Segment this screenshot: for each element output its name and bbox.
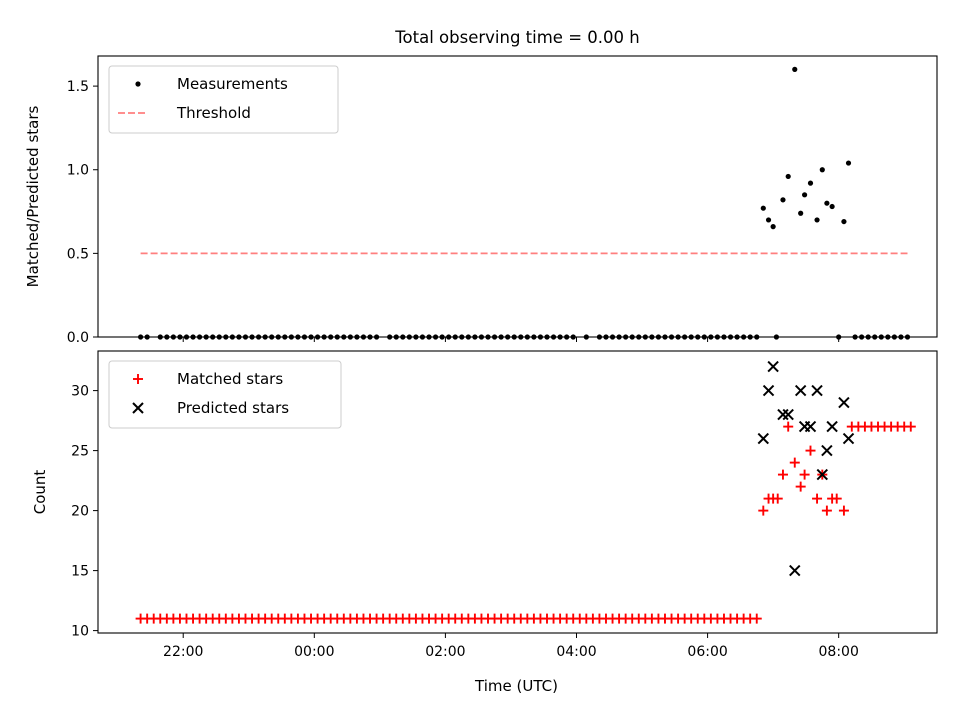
y-tick-label: 20 (71, 504, 89, 520)
data-point (838, 396, 850, 409)
x-tick-label: 06:00 (687, 644, 727, 660)
legend-label: Predicted stars (177, 399, 289, 417)
data-point (758, 505, 769, 516)
data-point (804, 420, 817, 433)
data-point (801, 192, 808, 198)
data-point (821, 505, 832, 516)
data-point (770, 224, 776, 230)
data-point (767, 360, 779, 373)
data-point (795, 481, 806, 492)
data-point (765, 217, 772, 223)
chart-panel-2: 10 15 20 25 30 22:00 00:00 02:00 04:00 06:00 08:00… (31, 350, 938, 695)
data-point (783, 421, 794, 432)
data-point (826, 420, 838, 433)
data-point (824, 200, 830, 206)
legend-box (108, 360, 342, 429)
data-point (762, 384, 775, 397)
data-point (842, 432, 855, 445)
legend-label: Threshold (176, 104, 251, 122)
data-point (794, 384, 807, 397)
legend: Matched stars Predicted stars (108, 360, 342, 429)
data-point (760, 205, 766, 211)
y-tick-label: 0.0 (67, 330, 89, 346)
x-tick-label: 00:00 (294, 644, 334, 660)
legend-swatch (135, 81, 141, 87)
data-point (831, 493, 842, 504)
legend-label: Measurements (177, 75, 288, 93)
data-point (805, 445, 816, 456)
y-tick-label: 0.5 (67, 246, 89, 262)
data-point (798, 210, 804, 216)
y-tick-label: 30 (71, 384, 89, 400)
data-point (841, 218, 847, 225)
y-tick-label: 25 (71, 444, 89, 460)
axes-frame (97, 350, 938, 634)
data-point (845, 160, 852, 166)
chart-title: Total observing time = 0.00 h (394, 28, 639, 47)
data-point (816, 468, 829, 481)
series-matched-stars (135, 421, 916, 624)
data-point (829, 203, 835, 210)
data-point (814, 217, 820, 223)
series-predicted-stars (757, 360, 855, 577)
x-tick-label: 02:00 (425, 644, 465, 660)
x-tick-label: 22:00 (163, 644, 203, 660)
legend-swatch (132, 402, 144, 414)
data-point (812, 493, 823, 504)
data-point (807, 180, 814, 186)
x-axis-label: Time (UTC) (474, 677, 558, 695)
data-point (799, 469, 810, 480)
y-axis-label: Matched/Predicted stars (24, 106, 42, 288)
y-tick-label: 15 (71, 564, 89, 580)
x-tick-label: 08:00 (819, 644, 859, 660)
data-point (751, 613, 762, 624)
x-tick-label: 04:00 (556, 644, 596, 660)
data-point (821, 444, 833, 457)
y-axis-label: Count (31, 470, 49, 515)
y-tick-label: 10 (71, 624, 89, 640)
data-point (777, 469, 788, 480)
data-point (777, 408, 789, 421)
data-point (792, 66, 798, 72)
y-tick-label: 1.0 (67, 163, 89, 179)
data-point (838, 505, 849, 516)
data-point (782, 408, 794, 421)
data-point (789, 564, 801, 577)
data-point (819, 167, 825, 173)
legend-swatch (133, 374, 143, 384)
data-point (772, 493, 783, 504)
data-point (905, 421, 916, 432)
axes-frame (97, 55, 938, 338)
y-tick-label: 1.5 (67, 79, 89, 95)
data-point (811, 384, 823, 397)
data-point (780, 197, 786, 203)
legend-box (108, 65, 339, 134)
data-point (757, 432, 770, 445)
data-point (789, 457, 800, 468)
legend: Measurements Threshold (108, 65, 339, 134)
data-point (785, 173, 791, 180)
chart-panel-1: Total observing time = 0.00 h 0.0 0.5 1.0 1.… (24, 28, 938, 346)
legend-label: Matched stars (177, 370, 283, 388)
